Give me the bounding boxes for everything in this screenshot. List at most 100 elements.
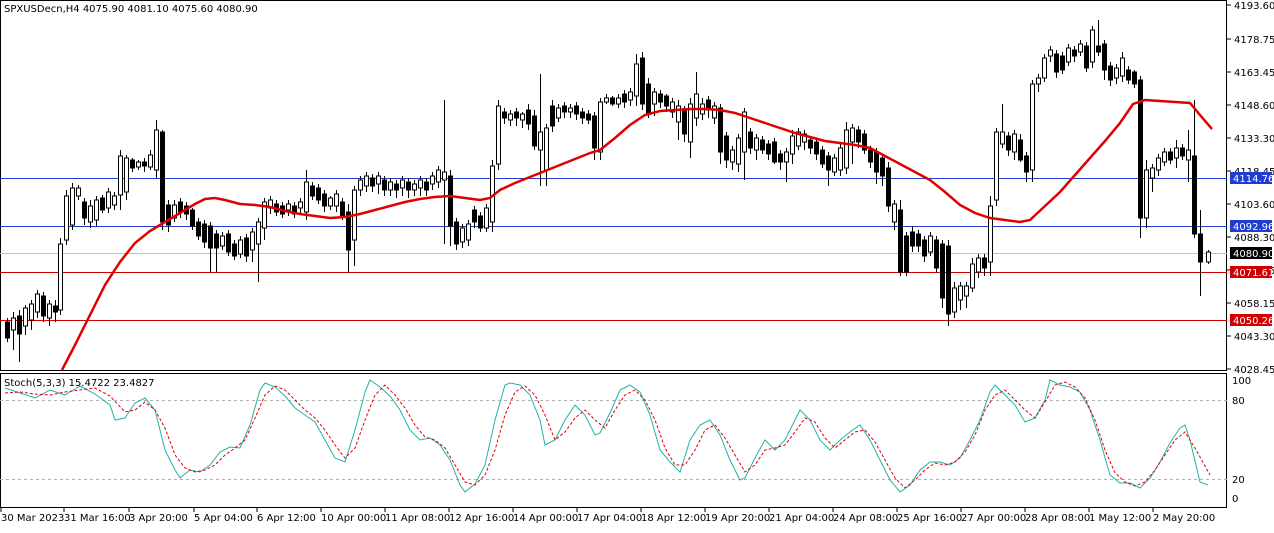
candle-body [154, 129, 159, 171]
candle-body [1048, 49, 1053, 57]
time-label: 17 Apr 04:00 [577, 513, 642, 524]
candle-body [130, 159, 135, 169]
price-tag-red-upper: 4071.61 [1233, 268, 1274, 279]
candle-body [1198, 233, 1203, 263]
candle-body [400, 179, 405, 189]
candle-body [298, 201, 303, 209]
candle-body [376, 175, 381, 185]
candlestick-series [5, 20, 1211, 362]
candle-body [322, 193, 327, 207]
candle-body [460, 227, 465, 243]
candle-body [226, 233, 231, 253]
candle-body [478, 215, 483, 229]
candle-body [448, 175, 453, 227]
candle-body [748, 131, 753, 149]
candle-body [550, 105, 555, 127]
candle-body [82, 201, 87, 219]
candle-body [124, 157, 129, 193]
time-label: 19 Apr 20:00 [705, 513, 770, 524]
price-tick-label: 4058.15 [1234, 299, 1274, 310]
candle-body [472, 209, 477, 223]
candle-body [29, 303, 34, 321]
candle-body [1012, 133, 1017, 153]
candle-body [304, 181, 309, 213]
candle-body [772, 141, 777, 163]
candle-body [970, 263, 975, 289]
candle-body [382, 179, 387, 191]
candle-body [496, 105, 501, 165]
candle-body [17, 315, 22, 335]
candle-body [928, 235, 933, 253]
candle-body [718, 107, 723, 153]
candle-body [466, 223, 471, 241]
candle-body [850, 127, 855, 143]
candle-body [622, 93, 627, 103]
candle-body [1162, 151, 1167, 163]
stoch-signal-line [4, 381, 1211, 489]
candle-body [1174, 147, 1179, 159]
candle-body [832, 157, 837, 173]
candle-body [514, 111, 519, 119]
price-tag-blue-upper: 4114.76 [1233, 174, 1274, 185]
candle-body [250, 231, 255, 251]
price-tick-label: 4133.30 [1234, 134, 1274, 145]
candle-body [148, 154, 153, 168]
time-label: 11 Apr 08:00 [385, 513, 450, 524]
candle-body [364, 175, 369, 187]
candle-body [388, 181, 393, 191]
candle-body [760, 139, 765, 151]
candle-body [574, 105, 579, 115]
candle-body [910, 231, 915, 247]
candle-body [988, 205, 993, 263]
candle-body [1120, 57, 1125, 77]
candle-body [640, 57, 645, 105]
candle-body [1072, 49, 1077, 57]
candle-body [712, 105, 717, 119]
candle-body [994, 131, 999, 201]
candle-body [646, 83, 651, 115]
candle-body [1036, 77, 1041, 85]
candle-body [688, 103, 693, 143]
price-tag-red-lower: 4050.26 [1233, 316, 1274, 327]
candle-body [682, 109, 687, 135]
price-tick-label: 4178.75 [1234, 35, 1274, 46]
price-tags: 4080.90 4114.76 4092.96 4071.61 4050.26 [1230, 172, 1274, 327]
candle-body [1180, 147, 1185, 157]
candle-body [1006, 135, 1011, 151]
candle-body [508, 113, 513, 121]
price-tag-bg [1230, 220, 1272, 232]
candle-body [520, 113, 525, 121]
candle-body [23, 307, 28, 327]
candle-body [1054, 53, 1059, 73]
candle-body [256, 221, 261, 245]
candle-body [334, 193, 339, 207]
price-tag-bg [1230, 266, 1272, 278]
candle-body [1156, 157, 1161, 171]
price-tick-label: 4043.30 [1234, 332, 1274, 343]
candle-body [358, 179, 363, 191]
time-label: 12 Apr 16:00 [449, 513, 514, 524]
candle-body [922, 239, 927, 257]
candle-body [1060, 55, 1065, 71]
candle-body [1114, 67, 1119, 79]
price-tick-label: 4148.60 [1234, 101, 1274, 112]
candle-body [934, 239, 939, 269]
time-label: 14 Apr 00:00 [513, 513, 578, 524]
candle-body [892, 203, 897, 223]
candle-body [1042, 57, 1047, 79]
candle-body [946, 245, 951, 315]
candle-body [64, 195, 69, 241]
candle-body [53, 305, 58, 313]
candle-body [526, 109, 531, 125]
price-tick-label: 4028.45 [1234, 365, 1274, 376]
candle-body [610, 97, 615, 105]
candle-body [1192, 155, 1197, 235]
price-pane[interactable] [0, 0, 1227, 371]
candle-body [142, 161, 147, 167]
time-axis[interactable]: 30 Mar 2023 31 Mar 16:003 Apr 20:00 5 Apr … [0, 508, 1215, 524]
stoch-pane[interactable] [0, 373, 1227, 508]
candle-body [41, 295, 46, 317]
candle-body [886, 167, 891, 207]
